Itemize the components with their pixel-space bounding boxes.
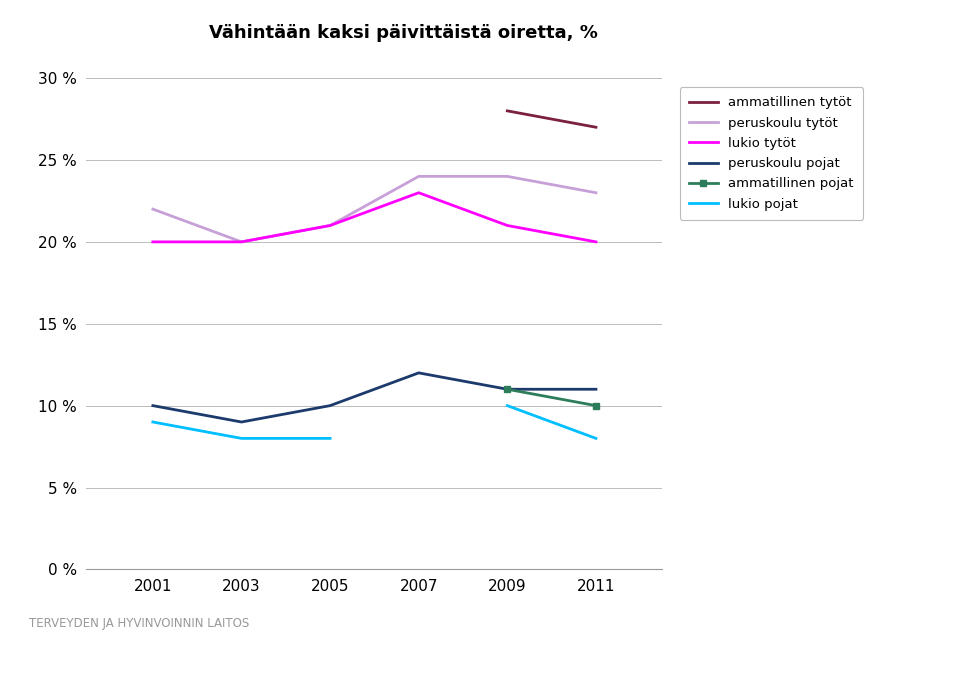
Text: 18.10.2011: 18.10.2011 — [19, 654, 99, 668]
Text: TERVEYDEN JA HYVINVOINNIN LAITOS: TERVEYDEN JA HYVINVOINNIN LAITOS — [29, 617, 249, 630]
Text: Riikka Puusniekka: Riikka Puusniekka — [418, 654, 542, 668]
Text: Vähintään kaksi päivittäistä oiretta, %: Vähintään kaksi päivittäistä oiretta, % — [208, 24, 598, 42]
Text: 12: 12 — [924, 654, 941, 668]
Legend: ammatillinen tytöt, peruskoulu tytöt, lukio tytöt, peruskoulu pojat, ammatilline: ammatillinen tytöt, peruskoulu tytöt, lu… — [680, 87, 863, 220]
